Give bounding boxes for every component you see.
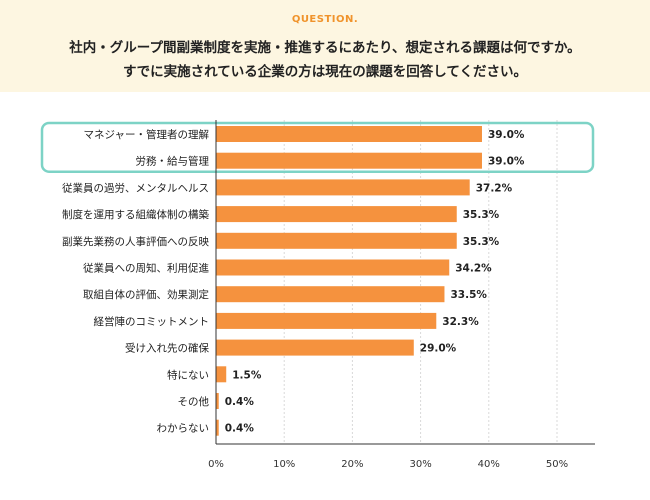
question-text-line-1: 社内・グループ間副業制度を実施・推進するにあたり、想定される課題は何ですか。 <box>69 40 581 56</box>
bar <box>216 126 482 142</box>
question-header: QUESTION. 社内・グループ間副業制度を実施・推進するにあたり、想定される… <box>0 0 650 92</box>
data-label: 0.4% <box>225 396 255 408</box>
category-label: 労務・給与管理 <box>136 155 210 168</box>
bar <box>216 366 227 383</box>
bar <box>216 259 450 276</box>
bar <box>216 286 445 303</box>
bar <box>216 206 457 223</box>
x-tick-label: 30% <box>409 459 431 470</box>
bar <box>216 339 414 356</box>
question-text-line-2: すでに実施されている企業の方は現在の課題を回答してください。 <box>123 64 527 80</box>
data-label: 32.3% <box>442 316 479 328</box>
x-tick-label: 20% <box>341 459 363 470</box>
category-label: 経営陣のコミットメント <box>94 315 210 328</box>
data-label: 29.0% <box>420 343 457 355</box>
data-label: 0.4% <box>225 423 255 435</box>
category-label: 制度を運用する組織体制の構築 <box>62 208 209 221</box>
category-label: 従業員の過労、メンタルヘルス <box>62 181 209 194</box>
data-label: 39.0% <box>488 156 525 168</box>
data-label: 1.5% <box>232 369 262 381</box>
data-label: 35.3% <box>463 209 500 221</box>
bar <box>216 179 470 196</box>
category-label: 従業員への周知、利用促進 <box>83 262 209 275</box>
category-label: マネジャー・管理者の理解 <box>84 128 210 141</box>
bar <box>216 312 437 329</box>
category-label: わからない <box>157 423 210 435</box>
category-label: 取組自体の評価、効果測定 <box>83 288 209 301</box>
x-tick-label: 0% <box>208 459 224 470</box>
data-label: 39.0% <box>488 129 525 141</box>
bar <box>216 152 482 169</box>
question-label: QUESTION. <box>291 14 359 25</box>
category-label: 受け入れ先の確保 <box>125 342 209 355</box>
data-label: 37.2% <box>476 182 513 194</box>
x-tick-label: 50% <box>546 459 568 470</box>
category-label: 副業先業務の人事評価への反映 <box>62 235 209 248</box>
data-label: 33.5% <box>450 289 487 301</box>
data-label: 35.3% <box>463 236 500 248</box>
category-label: 特にない <box>167 369 209 381</box>
data-label: 34.2% <box>455 263 492 275</box>
bar <box>216 393 219 409</box>
bar <box>216 419 219 436</box>
category-label: その他 <box>178 395 210 408</box>
x-tick-label: 10% <box>273 459 295 470</box>
highlight-box <box>40 121 595 173</box>
x-tick-label: 40% <box>478 459 500 470</box>
bar <box>216 232 457 249</box>
